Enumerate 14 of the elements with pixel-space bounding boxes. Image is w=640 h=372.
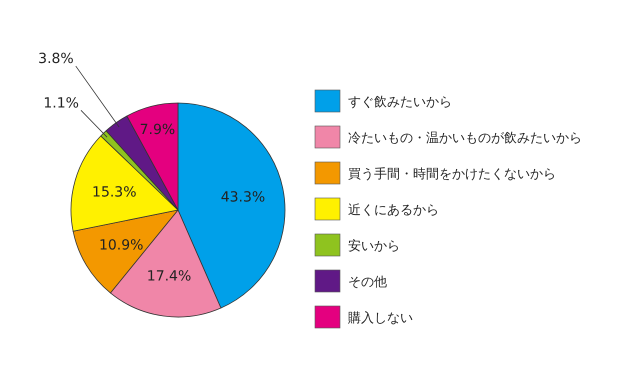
legend-label: 買う手間・時間をかけたくないから	[348, 167, 556, 182]
data-label: 17.4%	[146, 268, 192, 285]
data-label: 7.9%	[140, 122, 176, 138]
legend-label: すぐ飲みたいから	[348, 95, 452, 110]
legend-label: その他	[348, 275, 387, 290]
legend-label: 近くにあるから	[348, 203, 439, 218]
legend-label: 購入しない	[348, 311, 413, 326]
data-label: 10.9%	[98, 237, 144, 254]
data-label: 15.3%	[92, 184, 137, 201]
legend-label: 冷たいもの・温かいものが飲みたいから	[348, 131, 582, 146]
data-label: 43.3%	[220, 189, 266, 206]
data-label: 3.8%	[38, 51, 74, 68]
data-label: 1.1%	[43, 95, 79, 112]
legend-label: 安いから	[348, 238, 400, 254]
